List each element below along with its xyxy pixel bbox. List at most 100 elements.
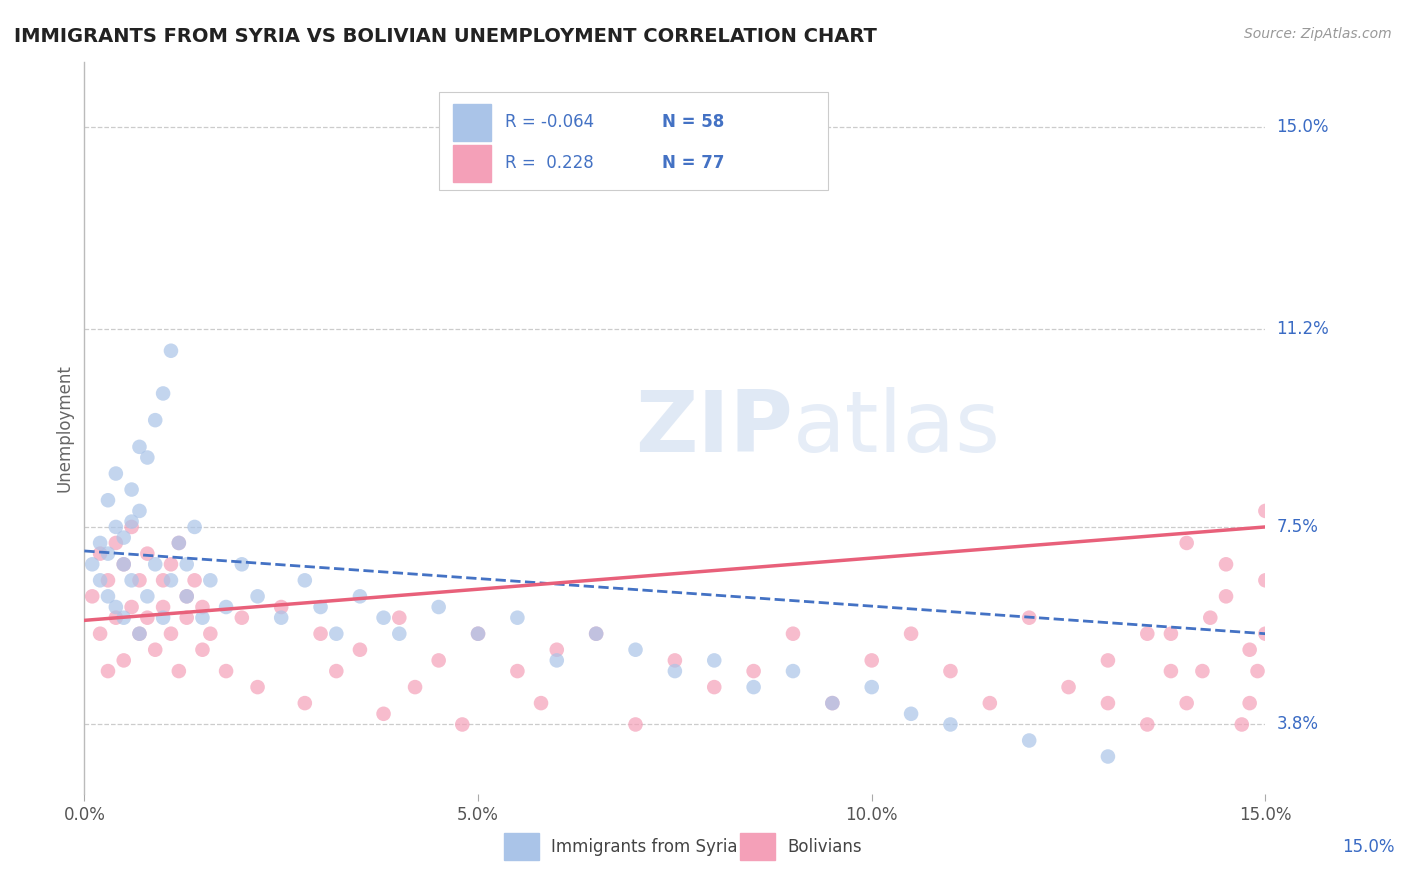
Point [427,653,450,667]
Point [104,536,127,550]
Point [1018,610,1040,624]
Point [152,574,174,588]
Point [183,574,205,588]
Point [121,574,143,588]
Point [97,590,120,604]
Point [939,717,962,731]
Point [136,450,159,465]
Point [1239,696,1261,710]
Point [742,680,765,694]
Text: 15.0%: 15.0% [1343,838,1395,855]
Point [373,706,395,721]
Point [1230,717,1253,731]
Point [121,600,143,615]
Point [1239,642,1261,657]
Point [231,610,253,624]
Point [1215,558,1237,572]
Point [191,600,214,615]
Point [143,642,166,657]
Point [624,717,647,731]
Point [104,600,127,615]
Point [1097,749,1119,764]
Point [89,574,111,588]
Point [270,600,292,615]
Point [191,642,214,657]
Point [112,558,135,572]
Point [860,653,883,667]
Bar [740,832,775,861]
Point [89,536,111,550]
Text: atlas: atlas [793,386,1001,470]
Point [1254,504,1277,518]
Point [89,547,111,561]
Point [703,680,725,694]
Point [1215,590,1237,604]
Point [1254,574,1277,588]
Point [664,664,686,678]
Point [215,600,238,615]
Point [121,520,143,534]
Point [143,558,166,572]
Point [97,547,120,561]
Text: 11.2%: 11.2% [1277,320,1329,338]
Point [349,642,371,657]
Bar [453,104,491,141]
Point [112,531,135,545]
Point [200,574,222,588]
Point [160,574,183,588]
Point [1175,696,1198,710]
Point [97,493,120,508]
Point [128,440,150,454]
Point [373,610,395,624]
Point [112,610,135,624]
Point [121,515,143,529]
Point [782,626,804,640]
Point [136,590,159,604]
Point [167,536,190,550]
Point [1199,610,1222,624]
Point [325,626,347,640]
Point [309,600,332,615]
Bar [453,145,491,182]
Text: N = 58: N = 58 [662,113,724,131]
Point [506,664,529,678]
Point [388,610,411,624]
Point [89,626,111,640]
Point [176,558,198,572]
Point [176,590,198,604]
Point [451,717,474,731]
Point [176,610,198,624]
Text: ZIP: ZIP [636,386,793,470]
Point [128,504,150,518]
Point [167,536,190,550]
Point [160,343,183,358]
Point [97,574,120,588]
Point [900,706,922,721]
Point [1018,733,1040,747]
Point [1175,536,1198,550]
Point [82,558,104,572]
Point [136,547,159,561]
Point [143,413,166,427]
Point [104,467,127,481]
Point [1136,717,1159,731]
Point [97,664,120,678]
Point [530,696,553,710]
Point [546,653,568,667]
Point [467,626,489,640]
Point [388,626,411,640]
Point [821,696,844,710]
Point [900,626,922,640]
Point [128,626,150,640]
Y-axis label: Unemployment: Unemployment [55,364,73,492]
Point [585,626,607,640]
Point [325,664,347,678]
Point [404,680,426,694]
Point [1136,626,1159,640]
Point [309,626,332,640]
Text: Bolivians: Bolivians [787,838,862,855]
Point [1097,653,1119,667]
Point [546,642,568,657]
Point [1160,626,1182,640]
Point [136,610,159,624]
